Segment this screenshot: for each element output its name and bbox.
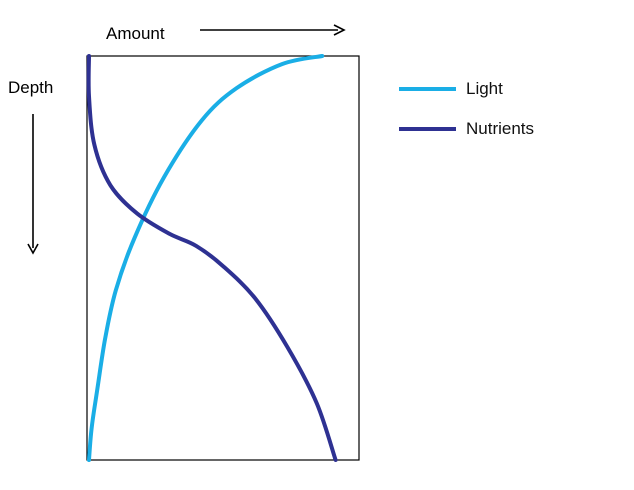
x-axis-label: Amount <box>106 24 165 43</box>
x-axis-arrowhead <box>333 24 346 36</box>
legend-label-light: Light <box>466 79 503 98</box>
legend: Light Nutrients <box>399 79 534 138</box>
series-line-nutrients <box>86 54 338 462</box>
series-line-light <box>87 54 325 462</box>
plot-frame <box>86 55 360 461</box>
legend-label-nutrients: Nutrients <box>466 119 534 138</box>
y-axis-label: Depth <box>8 78 53 97</box>
y-axis-arrowhead <box>27 243 39 255</box>
